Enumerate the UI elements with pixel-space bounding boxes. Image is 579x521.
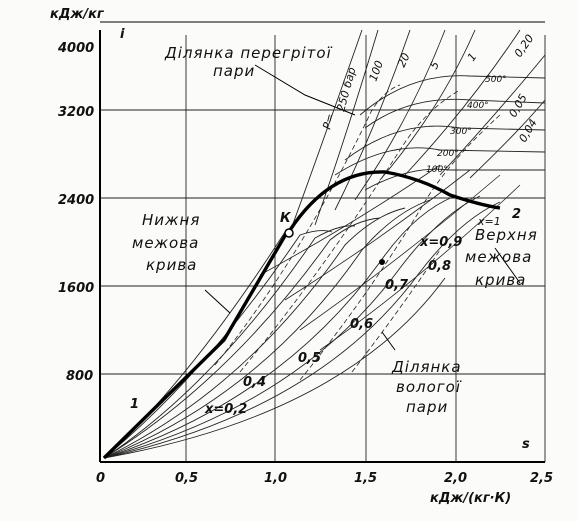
x-tick-20: 2,0 <box>444 471 467 486</box>
y-tick-3200: 3200 <box>58 105 94 120</box>
superheated-isobars <box>289 29 546 233</box>
isotherm-300 <box>344 125 546 161</box>
x-tick-05: 0,5 <box>175 471 198 486</box>
isobar-20 <box>334 29 411 211</box>
x-line-03 <box>103 225 356 459</box>
x-line-06 <box>103 199 431 459</box>
isochore-4 <box>351 249 441 373</box>
isobar-004 <box>469 99 546 179</box>
x-marker: s <box>522 437 530 452</box>
isobar-005 <box>439 54 546 176</box>
y-unit-label: кДж/кг <box>50 7 105 22</box>
pressure-1: 1 <box>465 51 480 64</box>
x-line-02 <box>103 230 333 459</box>
x-line-04 <box>103 217 381 459</box>
boundary-curves <box>102 170 501 460</box>
leader-superheated <box>254 64 356 116</box>
x-line-07 <box>103 195 456 459</box>
pressure-20: 20 <box>395 51 413 69</box>
x-line-05 <box>103 207 406 459</box>
x-tick-25: 2,5 <box>530 471 553 486</box>
isotherm-100 <box>364 168 545 191</box>
isotherm-500 <box>359 75 546 116</box>
isochore-3 <box>299 114 501 381</box>
isotherms <box>334 75 546 191</box>
wet-label-line1: Ділянка <box>391 358 462 376</box>
pressure-p: P= <box>320 112 337 131</box>
isobar-w4 <box>259 164 441 276</box>
critical-point-label: К <box>280 211 292 226</box>
x-tick-10: 1,0 <box>264 471 287 486</box>
point-2-label: 2 <box>512 207 521 222</box>
leader-upper <box>494 247 521 284</box>
x-unit-label: кДж/(кг·К) <box>430 491 511 506</box>
isobar-5 <box>354 29 446 201</box>
temp-400: 400° <box>467 101 489 111</box>
temp-300: 300° <box>450 127 472 137</box>
pressure-004: 0,04 <box>516 117 540 145</box>
y-tick-2400: 2400 <box>58 193 94 208</box>
isobar-250 <box>289 29 363 233</box>
pressure-5: 5 <box>427 59 442 72</box>
lower-boundary-curve <box>102 233 288 460</box>
x-line-08 <box>103 195 481 459</box>
upper-curve-label-line1: Верхня <box>475 226 538 244</box>
isobar-w1 <box>284 169 471 301</box>
isobar-1 <box>379 29 476 181</box>
wet-label-line3: пари <box>406 398 448 416</box>
x-tick-15: 1,5 <box>354 471 377 486</box>
dryness-x04: 0,4 <box>243 375 266 390</box>
point-1-label: 1 <box>130 397 139 412</box>
isochore-1 <box>214 84 401 366</box>
superheated-label-line1: Ділянка перегрітої <box>164 44 333 62</box>
dryness-x1: x=1 <box>477 215 501 228</box>
isobar-w2 <box>299 174 501 331</box>
upper-curve-label-line3: крива <box>475 271 526 289</box>
dryness-x05: 0,5 <box>298 351 321 366</box>
isobar-020 <box>404 29 521 176</box>
temp-500: 500° <box>485 75 507 85</box>
lower-curve-label-line2: межова <box>132 234 199 252</box>
y-tick-800: 800 <box>66 369 93 384</box>
temp-100: 100° <box>426 165 448 175</box>
isobar-100 <box>314 29 379 226</box>
upper-boundary-curve <box>288 170 501 231</box>
y-tick-4000: 4000 <box>57 41 94 56</box>
isochores <box>214 84 545 381</box>
axes <box>99 21 545 463</box>
dryness-x08: 0,8 <box>428 259 451 274</box>
wet-label-line2: вологої <box>396 378 462 396</box>
dryness-x06: 0,6 <box>350 317 373 332</box>
isotherm-400 <box>364 98 546 129</box>
lower-curve-label-line1: Нижня <box>142 211 200 229</box>
y-tick-1600: 1600 <box>58 281 94 296</box>
dryness-lines <box>103 195 501 459</box>
leader-wet <box>381 331 396 351</box>
leader-lower <box>204 289 231 314</box>
isotherm-200 <box>334 147 546 176</box>
lower-curve-label-line3: крива <box>146 256 197 274</box>
leaders <box>204 64 521 351</box>
pressure-005: 0,05 <box>506 92 530 120</box>
x-tick-0: 0 <box>96 471 105 486</box>
y-marker: i <box>120 27 125 42</box>
dryness-x09: x=0,9 <box>419 235 462 250</box>
dryness-x02: x=0,2 <box>204 402 247 417</box>
dryness-x07: 0,7 <box>385 278 409 293</box>
x-line-09 <box>103 201 501 459</box>
pressure-100: 100 <box>367 59 386 83</box>
upper-curve-label-line2: межова <box>465 248 532 266</box>
temp-200: 200° <box>437 149 459 159</box>
critical-point <box>284 228 294 238</box>
grid <box>100 35 546 462</box>
superheated-label-line2: пари <box>213 62 255 80</box>
point-marker <box>379 259 385 265</box>
x-line-10 <box>103 277 446 459</box>
